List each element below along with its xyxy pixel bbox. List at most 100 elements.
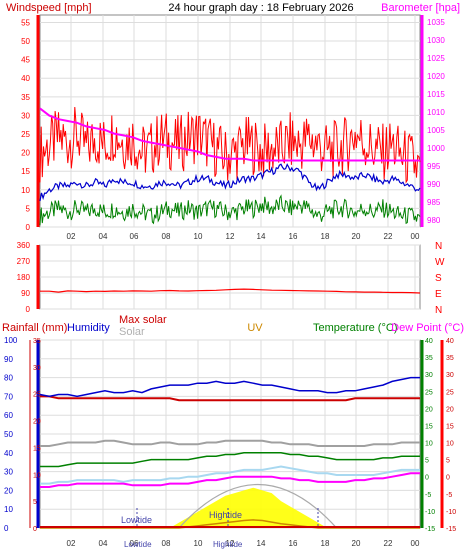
- series-line: [39, 107, 420, 162]
- y-tick-label: 45: [21, 56, 30, 65]
- x-tick-label: 04: [99, 539, 108, 548]
- climate-axes: 010203040506070809010005101520253035-15-…: [4, 336, 456, 533]
- x-tick-label: 20: [352, 539, 361, 548]
- series-line: [40, 452, 420, 468]
- uv-label: UV: [247, 322, 263, 334]
- y-tick-label: 30: [4, 468, 13, 477]
- y-tick-label: 990: [427, 180, 441, 189]
- y-tick-label: 1015: [427, 90, 445, 99]
- x-tick-label: 02: [67, 232, 76, 241]
- windspeed-gust-line: [39, 106, 421, 184]
- y-tick-label: 35: [21, 93, 30, 102]
- direction-panel-grid: [40, 244, 420, 310]
- y-tick-label: 1020: [427, 72, 445, 81]
- panel3-legend: Rainfall (mm) Humidity Max solar Solar U…: [2, 314, 464, 338]
- y-tick-label: 995: [427, 162, 441, 171]
- compass-label: N: [435, 305, 442, 316]
- compass-label: E: [435, 289, 442, 300]
- lowtide-label: Lowtide: [121, 515, 152, 525]
- barometer-title: Barometer [hpa]: [381, 2, 460, 14]
- solar-radiation-area: [40, 487, 420, 528]
- hightide-bottom-label: Hightide: [213, 540, 243, 549]
- lowtide-bottom-label: Lowtide: [124, 540, 152, 549]
- y-tick-label: 35: [425, 355, 433, 362]
- y-tick-label: 40: [21, 74, 30, 83]
- y-tick-label: 5: [33, 499, 37, 506]
- y-tick-label: -15: [425, 526, 435, 533]
- y-tick-label: 980: [427, 216, 441, 225]
- y-tick-label: 0: [26, 223, 31, 232]
- y-tick-label: 90: [21, 289, 30, 298]
- graph-day-title: 24 hour graph day : 18 February 2026: [168, 2, 353, 14]
- y-tick-label: 0: [26, 305, 31, 314]
- direction-series: [40, 288, 421, 294]
- y-tick-label: 20: [425, 406, 433, 413]
- compass-label: N: [435, 241, 442, 252]
- y-tick-label: 5: [26, 204, 31, 213]
- y-tick-label: 0: [33, 526, 37, 533]
- x-tick-label: 16: [289, 232, 298, 241]
- climate-series: [39, 376, 420, 529]
- y-tick-label: 0: [425, 475, 429, 482]
- hightide-label: Hightide: [209, 510, 242, 520]
- x-tick-label: 12: [226, 539, 235, 548]
- windspeed-title: Windspeed [mph]: [6, 2, 92, 14]
- x-tick-label: 22: [384, 539, 393, 548]
- series-line: [40, 439, 420, 447]
- max-solar-label: Max solar: [119, 314, 167, 326]
- x-tick-label: 14: [257, 539, 266, 548]
- y-tick-label: 985: [427, 198, 441, 207]
- wind-series: [39, 106, 421, 226]
- y-tick-label: 35: [33, 338, 41, 345]
- y-tick-label: 15: [425, 423, 433, 430]
- x-tick-label: 04: [99, 232, 108, 241]
- y-tick-label: -5: [425, 492, 431, 499]
- series-line: [40, 288, 421, 294]
- y-tick-label: 20: [446, 406, 454, 413]
- direction-axis: 0 90 180 270 360: [17, 241, 40, 314]
- y-tick-label: 20: [21, 149, 30, 158]
- y-tick-label: 5: [446, 458, 450, 465]
- y-tick-label: -5: [446, 492, 452, 499]
- barometer-axis: 980 985 990 995 1000 1005 1010 1015 1020 1025 1030…: [420, 15, 445, 227]
- y-tick-label: 0: [446, 475, 450, 482]
- y-tick-label: 10: [425, 441, 433, 448]
- y-tick-label: 25: [21, 130, 30, 139]
- wind-panel-grid: [40, 15, 420, 228]
- x-tick-label: 10: [194, 539, 203, 548]
- y-tick-label: 1035: [427, 18, 445, 27]
- dewpoint-label: Dew Point (°C): [391, 322, 464, 334]
- y-tick-label: 15: [21, 167, 30, 176]
- x-tick-label: 16: [289, 539, 298, 548]
- x-tick-label: 18: [321, 232, 330, 241]
- humidity-label: Humidity: [67, 322, 110, 334]
- y-tick-label: 10: [21, 186, 30, 195]
- x-tick-label: 06: [130, 539, 139, 548]
- x-tick-label: 00: [411, 539, 420, 548]
- tide-markers: Lowtide Hightide Lowtide Hightide: [121, 508, 319, 549]
- series-line: [40, 465, 420, 485]
- max-solar-arc: [178, 484, 338, 529]
- x-tick-label: 12: [226, 232, 235, 241]
- y-tick-label: 1030: [427, 36, 445, 45]
- y-tick-label: 15: [33, 445, 41, 452]
- series-line: [40, 472, 420, 488]
- y-tick-label: 20: [33, 419, 41, 426]
- y-tick-label: 1010: [427, 108, 445, 117]
- compass-label: W: [435, 257, 445, 268]
- y-tick-label: 50: [21, 37, 30, 46]
- x-tick-label: 22: [384, 232, 393, 241]
- y-tick-label: 70: [4, 392, 13, 401]
- y-tick-label: 50: [4, 430, 13, 439]
- y-tick-label: 10: [33, 472, 41, 479]
- y-tick-label: 25: [446, 389, 454, 396]
- x-tick-label: 02: [67, 539, 76, 548]
- compass-label: S: [435, 273, 442, 284]
- series-line: [39, 376, 420, 398]
- y-tick-label: 100: [4, 336, 18, 345]
- y-tick-label: 0: [4, 524, 9, 533]
- y-tick-label: 25: [425, 389, 433, 396]
